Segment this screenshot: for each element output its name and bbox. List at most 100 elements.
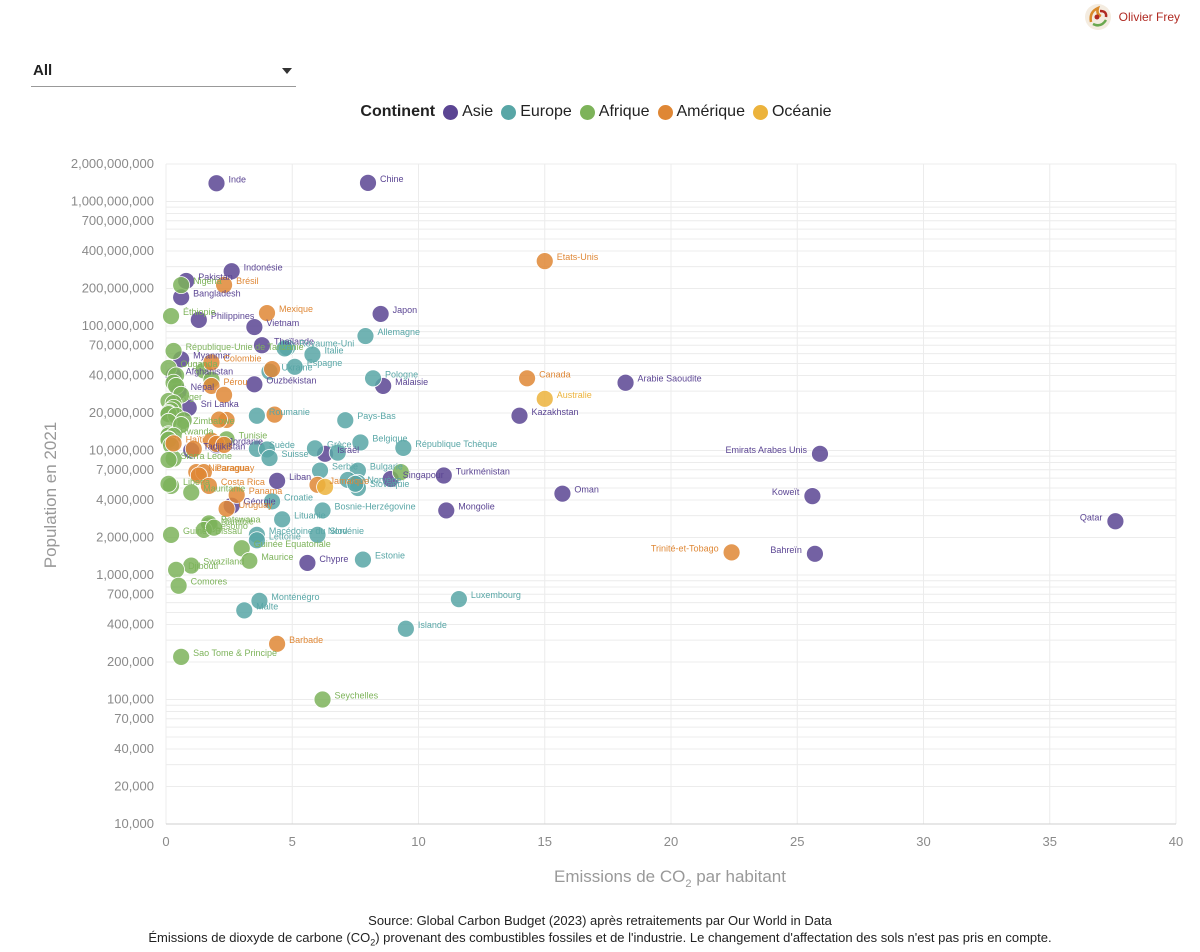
point-label: Qatar: [1080, 512, 1103, 522]
data-point: [263, 360, 281, 379]
point-label: Namibie: [221, 516, 254, 526]
data-point: [356, 327, 375, 345]
legend-swatch: [657, 104, 673, 120]
point-label: Estonie: [375, 551, 405, 561]
point-label: Espagne: [307, 358, 343, 368]
legend-item-afrique[interactable]: Afrique: [579, 103, 650, 121]
y-tick-label: 20,000,000: [89, 405, 154, 420]
data-point: [162, 307, 180, 326]
point-label: Comores: [191, 577, 228, 587]
data-point: [167, 560, 186, 579]
point-label: Lettonie: [269, 531, 301, 541]
y-axis-title: Population en 2021: [41, 422, 60, 569]
data-point: [200, 476, 218, 495]
data-point: [215, 385, 233, 404]
point-label: Grèce: [327, 439, 352, 449]
data-point: [263, 492, 281, 511]
point-label: Japon: [393, 305, 418, 315]
y-tick-label: 400,000,000: [82, 243, 154, 258]
point-label: Islande: [418, 620, 447, 630]
legend-title: Continent: [360, 103, 436, 120]
data-point: [258, 304, 276, 322]
point-label: Géorgie: [244, 497, 276, 507]
data-point: [172, 276, 191, 294]
data-point: [396, 619, 415, 638]
y-tick-label: 200,000,000: [82, 281, 154, 296]
legend-item-oceanie[interactable]: Océanie: [752, 103, 832, 121]
point-label: Turkménistan: [456, 466, 510, 476]
data-point: [308, 525, 327, 544]
filter-value: All: [33, 62, 53, 79]
data-point: [298, 554, 317, 572]
point-label: Belgique: [372, 433, 407, 443]
data-point: [722, 543, 741, 562]
point-label: Chypre: [319, 554, 348, 564]
point-label: Sri Lanka: [201, 399, 239, 409]
y-tick-label: 70,000,000: [89, 337, 154, 352]
data-point: [394, 438, 413, 457]
data-point: [265, 405, 284, 424]
point-label: Bahreïn: [770, 545, 802, 555]
point-label: Serbie: [332, 462, 358, 472]
data-point: [260, 449, 279, 467]
point-label: Uruguay: [239, 500, 274, 510]
data-point: [189, 310, 208, 329]
point-label: Italie: [324, 346, 343, 356]
point-label: Malte: [256, 601, 278, 611]
point-label: Myanmar: [193, 350, 231, 360]
data-point: [182, 483, 201, 502]
chevron-down-icon: [282, 68, 292, 74]
point-label: Suisse: [282, 449, 309, 459]
legend-swatch: [579, 104, 595, 120]
data-point: [535, 389, 554, 408]
y-tick-label: 1,000,000: [96, 567, 154, 582]
point-label: Haïti: [186, 434, 205, 444]
point-label: Ouzbékistan: [266, 375, 316, 385]
data-point: [437, 501, 456, 520]
continent-filter-select[interactable]: All: [31, 58, 296, 87]
point-label: Mauritanie: [203, 483, 245, 493]
y-tick-label: 10,000,000: [89, 442, 154, 457]
data-point: [202, 377, 221, 395]
point-label: République Tchèque: [415, 439, 497, 449]
data-point: [247, 531, 266, 550]
point-label: Tadjikistan: [203, 441, 245, 451]
data-point: [217, 499, 236, 518]
legend-label: Amérique: [676, 103, 745, 120]
x-tick-label: 0: [162, 834, 169, 849]
data-point: [215, 275, 233, 294]
y-tick-label: 100,000,000: [82, 318, 154, 333]
data-point: [303, 345, 322, 364]
x-axis-title: Emissions de CO2 par habitant: [554, 867, 786, 890]
point-label: Singapour: [403, 470, 444, 480]
point-label: Djibouti: [188, 561, 218, 571]
point-label: Bosnie-Herzégovine: [335, 501, 416, 511]
point-label: Nigeria: [193, 276, 222, 286]
point-label: Rwanda: [181, 426, 214, 436]
legend-item-europe[interactable]: Europe: [501, 103, 572, 121]
legend-label: Afrique: [598, 103, 650, 120]
y-tick-label: 2,000,000,000: [71, 156, 154, 171]
point-labels: Inde Chine Indonésie Pakistan Bangladesh Phil…: [181, 174, 1103, 701]
point-label: Israël: [337, 445, 359, 455]
data-point: [268, 471, 287, 490]
data-point: [535, 252, 554, 270]
y-tick-label: 40,000: [114, 741, 154, 756]
point-label: Pérou: [223, 377, 247, 387]
chart-legend: Continent Asie Europe Afrique Amérique O…: [0, 103, 1200, 121]
legend-item-amerique[interactable]: Amérique: [657, 103, 745, 121]
point-label: Swaziland: [203, 557, 244, 567]
point-label: Mexique: [279, 304, 313, 314]
point-label: Sierra Leone: [181, 451, 233, 461]
data-point: [245, 375, 264, 394]
grid-lines: [165, 163, 1177, 825]
brand: Olivier Frey: [1083, 0, 1180, 34]
legend-label: Océanie: [771, 103, 832, 120]
data-point: [316, 477, 334, 496]
data-point: [222, 262, 241, 281]
data-point: [359, 174, 377, 192]
legend-item-asie[interactable]: Asie: [443, 103, 493, 121]
data-point: [434, 466, 453, 485]
point-label: Bangladesh: [193, 288, 241, 298]
point-label: Pays-Bas: [357, 411, 396, 421]
